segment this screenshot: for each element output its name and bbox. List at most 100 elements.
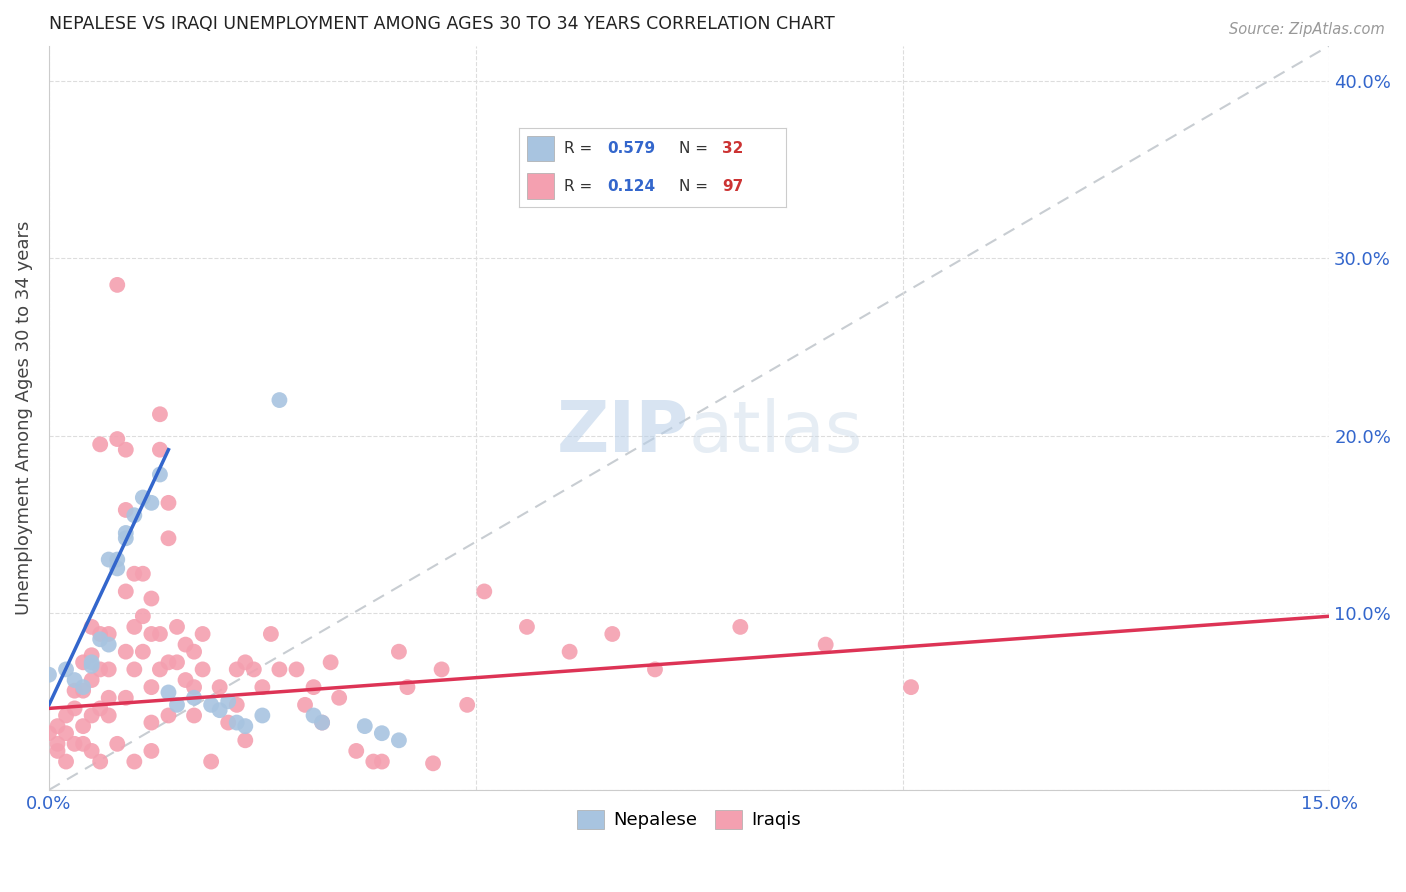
Point (114, 442, 136, 457)
Point (225, 698, 247, 712)
Point (252, 708, 274, 723)
Point (124, 508, 146, 523)
Point (132, 566, 155, 581)
Point (311, 715, 333, 730)
Point (260, 627, 283, 641)
Point (328, 690, 350, 705)
Point (141, 744, 163, 758)
Bar (527, 173, 554, 199)
Point (200, 698, 222, 712)
Point (388, 645, 411, 659)
Point (89, 627, 111, 641)
Point (149, 407, 172, 421)
Point (105, 561, 128, 575)
Point (89, 632, 111, 647)
Point (472, 584, 495, 599)
Text: Source: ZipAtlas.com: Source: ZipAtlas.com (1229, 22, 1385, 37)
Point (105, 552, 128, 566)
Point (63, 673, 86, 687)
Point (174, 638, 197, 652)
Point (396, 680, 419, 694)
Point (132, 491, 155, 505)
Point (388, 733, 411, 747)
Point (191, 662, 214, 676)
Point (814, 638, 837, 652)
Point (730, 620, 752, 634)
Point (157, 656, 180, 670)
Point (157, 531, 180, 545)
Point (114, 645, 136, 659)
Point (38, 667, 60, 681)
Point (166, 656, 188, 670)
Point (157, 708, 180, 723)
Y-axis label: Unemployment Among Ages 30 to 34 years: Unemployment Among Ages 30 to 34 years (15, 220, 32, 615)
Point (55, 708, 77, 723)
Point (80, 708, 103, 723)
Text: 0.579: 0.579 (607, 141, 655, 156)
Point (97, 638, 120, 652)
Point (132, 645, 155, 659)
Point (97, 552, 120, 566)
Point (38, 726, 60, 740)
Legend: Nepalese, Iraqis: Nepalese, Iraqis (569, 803, 808, 837)
Point (72, 680, 94, 694)
Point (183, 690, 205, 705)
Point (114, 503, 136, 517)
Point (80, 648, 103, 663)
Point (80, 656, 103, 670)
Point (55, 726, 77, 740)
Point (63, 737, 86, 751)
Point (363, 755, 385, 769)
Point (80, 620, 103, 634)
Point (149, 662, 172, 676)
Point (157, 685, 180, 699)
Point (80, 658, 103, 673)
Point (124, 566, 146, 581)
Point (89, 701, 111, 715)
Point (644, 662, 666, 676)
Text: R =: R = (564, 141, 598, 156)
Point (124, 620, 146, 634)
Point (141, 627, 163, 641)
Point (233, 719, 256, 733)
Point (89, 755, 111, 769)
Point (141, 680, 163, 694)
Point (166, 698, 188, 712)
Point (243, 662, 266, 676)
Point (72, 719, 94, 733)
Point (430, 662, 453, 676)
Point (294, 698, 316, 712)
Point (114, 526, 136, 541)
Text: NEPALESE VS IRAQI UNEMPLOYMENT AMONG AGES 30 TO 34 YEARS CORRELATION CHART: NEPALESE VS IRAQI UNEMPLOYMENT AMONG AGE… (49, 15, 835, 33)
Point (456, 698, 478, 712)
Point (89, 437, 111, 451)
Point (208, 703, 231, 717)
Point (46, 737, 69, 751)
Text: 97: 97 (721, 178, 744, 194)
Point (285, 662, 308, 676)
Point (114, 531, 136, 545)
Point (558, 645, 581, 659)
Point (208, 680, 231, 694)
Point (89, 662, 111, 676)
Point (55, 755, 77, 769)
Point (183, 708, 205, 723)
Point (302, 680, 325, 694)
Point (600, 627, 623, 641)
Point (225, 715, 247, 730)
Point (252, 680, 274, 694)
Point (105, 432, 128, 446)
Point (97, 690, 120, 705)
Point (319, 656, 342, 670)
Text: atlas: atlas (689, 398, 863, 467)
Point (97, 627, 120, 641)
Point (191, 627, 214, 641)
Point (72, 683, 94, 698)
Point (217, 694, 239, 708)
Point (269, 662, 291, 676)
Point (46, 719, 69, 733)
Point (124, 755, 146, 769)
Point (63, 683, 86, 698)
Point (183, 645, 205, 659)
Point (149, 467, 172, 482)
